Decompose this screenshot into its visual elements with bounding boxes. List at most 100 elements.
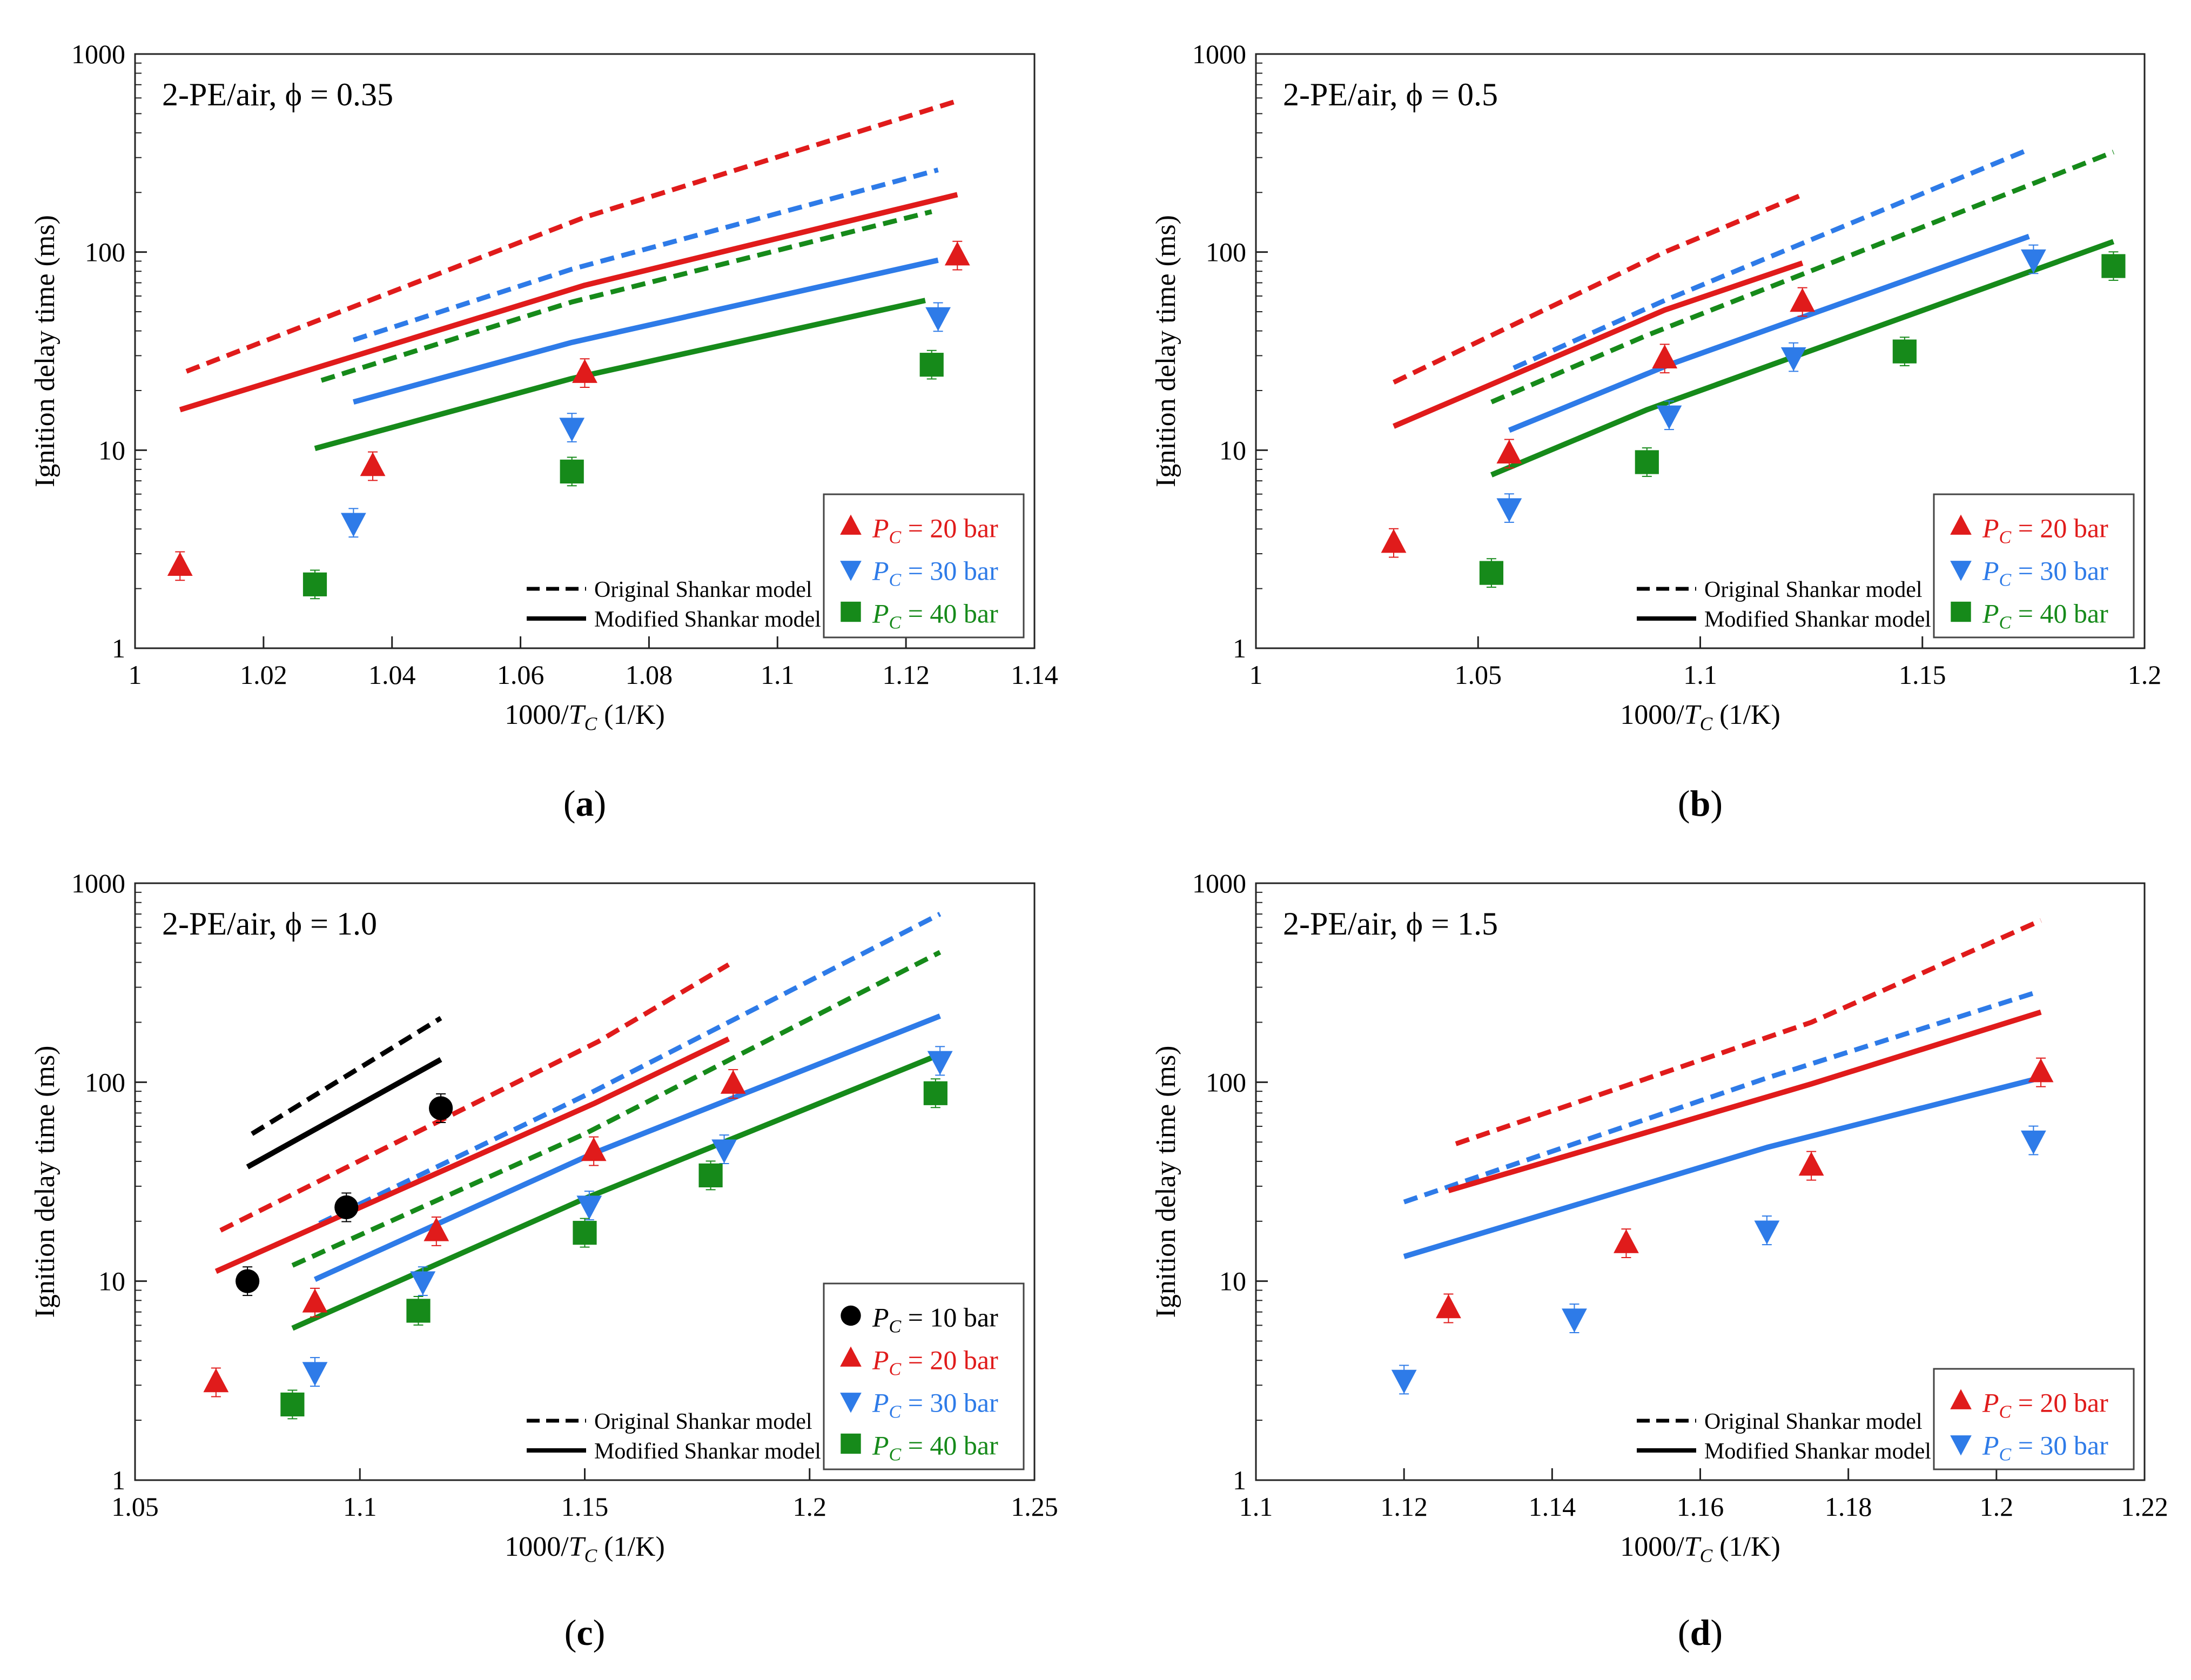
y-tick-label: 10	[98, 435, 125, 465]
data-point-p30	[1496, 498, 1522, 522]
data-point-p30	[410, 1271, 436, 1295]
x-tick-label: 1.18	[1825, 1491, 1872, 1522]
panel-label: (a)	[563, 783, 606, 824]
data-point-p20	[1496, 439, 1522, 464]
data-point-p30	[927, 1051, 953, 1075]
data-point-p10	[236, 1269, 260, 1293]
data-point-p20	[1614, 1229, 1639, 1253]
data-point-p40	[2101, 254, 2126, 278]
panel-label: (d)	[1678, 1612, 1723, 1653]
model-line-modified-p30	[313, 1013, 942, 1282]
x-axis-label: 1000/TC (1/K)	[505, 700, 665, 734]
data-point-p40	[1479, 561, 1504, 585]
data-point-p40	[1892, 339, 1917, 364]
y-axis-label: Ignition delay time (ms)	[1151, 1045, 1181, 1318]
y-tick-label: 100	[85, 237, 125, 267]
model-line-original-p30	[1403, 991, 2034, 1205]
legend-marker-p20	[840, 1346, 862, 1367]
y-tick-label: 10	[1219, 435, 1246, 465]
legend-label-p20: PC = 20 bar	[1982, 513, 2108, 548]
data-point-p30	[2020, 249, 2046, 273]
x-tick-label: 1.05	[1455, 660, 1502, 690]
legend-marker-p40	[841, 1433, 861, 1454]
model-line-modified-p30	[353, 257, 939, 405]
x-tick-label: 1.02	[240, 660, 287, 690]
x-tick-label: 1	[129, 660, 142, 690]
panel-annotation: 2-PE/air, ϕ = 0.5	[1283, 77, 1498, 112]
model-line-original-p40	[291, 950, 942, 1268]
model-line-modified-p20	[1448, 1009, 2042, 1193]
y-tick-label: 1	[1233, 1465, 1246, 1495]
plot-frame	[134, 53, 1036, 649]
model-line-modified-p20	[1393, 260, 1804, 429]
chart-panel-a: 1 10 100 1000 1 1.02 1.04 1.06 1.08 1.1 1.12 1.14 Ig…	[30, 39, 1058, 824]
data-point-p20	[203, 1368, 229, 1393]
y-tick-label: 100	[1206, 1067, 1246, 1097]
data-point-p30	[559, 418, 585, 442]
legend-label-p40: PC = 40 bar	[872, 1430, 998, 1465]
legend-marker-p30	[840, 1393, 862, 1413]
model-line-original-p30	[318, 912, 942, 1226]
legend-text-original: Original Shankar model	[1704, 577, 1923, 602]
data-point-p40	[303, 572, 327, 596]
legend-marker-p20	[1950, 514, 1972, 535]
x-tick-label: 1.15	[1899, 660, 1946, 690]
x-tick-label: 1.2	[793, 1491, 827, 1522]
data-point-p30	[576, 1195, 602, 1220]
data-point-p30	[1656, 405, 1682, 429]
legend-marker-p30	[1950, 1435, 1972, 1456]
y-tick-label: 1000	[71, 868, 125, 898]
model-line-original-p20	[219, 962, 730, 1233]
legend-marker-p40	[1951, 601, 1971, 622]
model-line-modified-p30	[1403, 1077, 2034, 1259]
data-point-p30	[925, 307, 951, 331]
data-point-p40	[1635, 450, 1659, 474]
y-tick-label: 1	[112, 633, 125, 663]
data-point-p20	[944, 241, 970, 266]
legend-text-modified: Modified Shankar model	[594, 1439, 821, 1464]
data-point-p20	[572, 359, 597, 383]
model-line-original-p20	[1393, 192, 1804, 385]
model-line-original-p40	[1490, 150, 2115, 405]
legend-marker-p20	[1950, 1389, 1972, 1409]
model-line-modified-p40	[1490, 239, 2115, 478]
legend-text-original: Original Shankar model	[594, 577, 812, 602]
legend-label-p30: PC = 30 bar	[872, 1388, 998, 1422]
x-axis-label: 1000/TC (1/K)	[1620, 700, 1780, 734]
data-point-p40	[919, 353, 944, 377]
x-tick-label: 1.1	[1239, 1491, 1273, 1522]
model-line-original-p20	[185, 98, 958, 374]
x-tick-label: 1.14	[1529, 1491, 1576, 1522]
data-point-p20	[1436, 1294, 1461, 1319]
chart-panel-b: 1 10 100 1000 1 1.05 1.1 1.15 1.2 Ignition delay …	[1151, 39, 2161, 824]
x-tick-label: 1.15	[561, 1491, 609, 1522]
data-point-p40	[698, 1163, 723, 1188]
legend-label-p20: PC = 20 bar	[1982, 1388, 2108, 1422]
x-tick-label: 1.05	[111, 1491, 159, 1522]
model-line-modified-p10	[246, 1057, 442, 1170]
legend-marker-p30	[840, 561, 862, 581]
data-point-p30	[1562, 1308, 1587, 1333]
x-tick-label: 1.2	[1980, 1491, 2014, 1522]
y-tick-label: 100	[1206, 237, 1246, 267]
model-line-modified-p30	[1508, 233, 2030, 433]
x-tick-label: 1.06	[497, 660, 545, 690]
data-point-p10	[429, 1096, 453, 1120]
model-line-original-p40	[320, 209, 932, 383]
panel-annotation: 2-PE/air, ϕ = 0.35	[162, 77, 393, 112]
data-point-p40	[280, 1392, 305, 1417]
data-point-p40	[560, 459, 584, 483]
y-tick-label: 100	[85, 1067, 125, 1097]
data-point-p30	[1391, 1369, 1417, 1394]
x-axis-label: 1000/TC (1/K)	[1620, 1531, 1780, 1566]
x-tick-label: 1.04	[368, 660, 416, 690]
legend-label-p20: PC = 20 bar	[872, 1345, 998, 1380]
legend-label-p20: PC = 20 bar	[872, 513, 998, 548]
y-tick-label: 10	[1219, 1266, 1246, 1296]
x-tick-label: 1.1	[343, 1491, 377, 1522]
model-line-original-p30	[352, 167, 939, 342]
model-line-original-p30	[1513, 147, 2030, 371]
chart-panel-d: 1 10 100 1000 1.1 1.12 1.14 1.16 1.18 1.2 1.22 Igni…	[1151, 868, 2168, 1653]
y-tick-label: 1	[112, 1465, 125, 1495]
data-point-p30	[2020, 1130, 2046, 1155]
